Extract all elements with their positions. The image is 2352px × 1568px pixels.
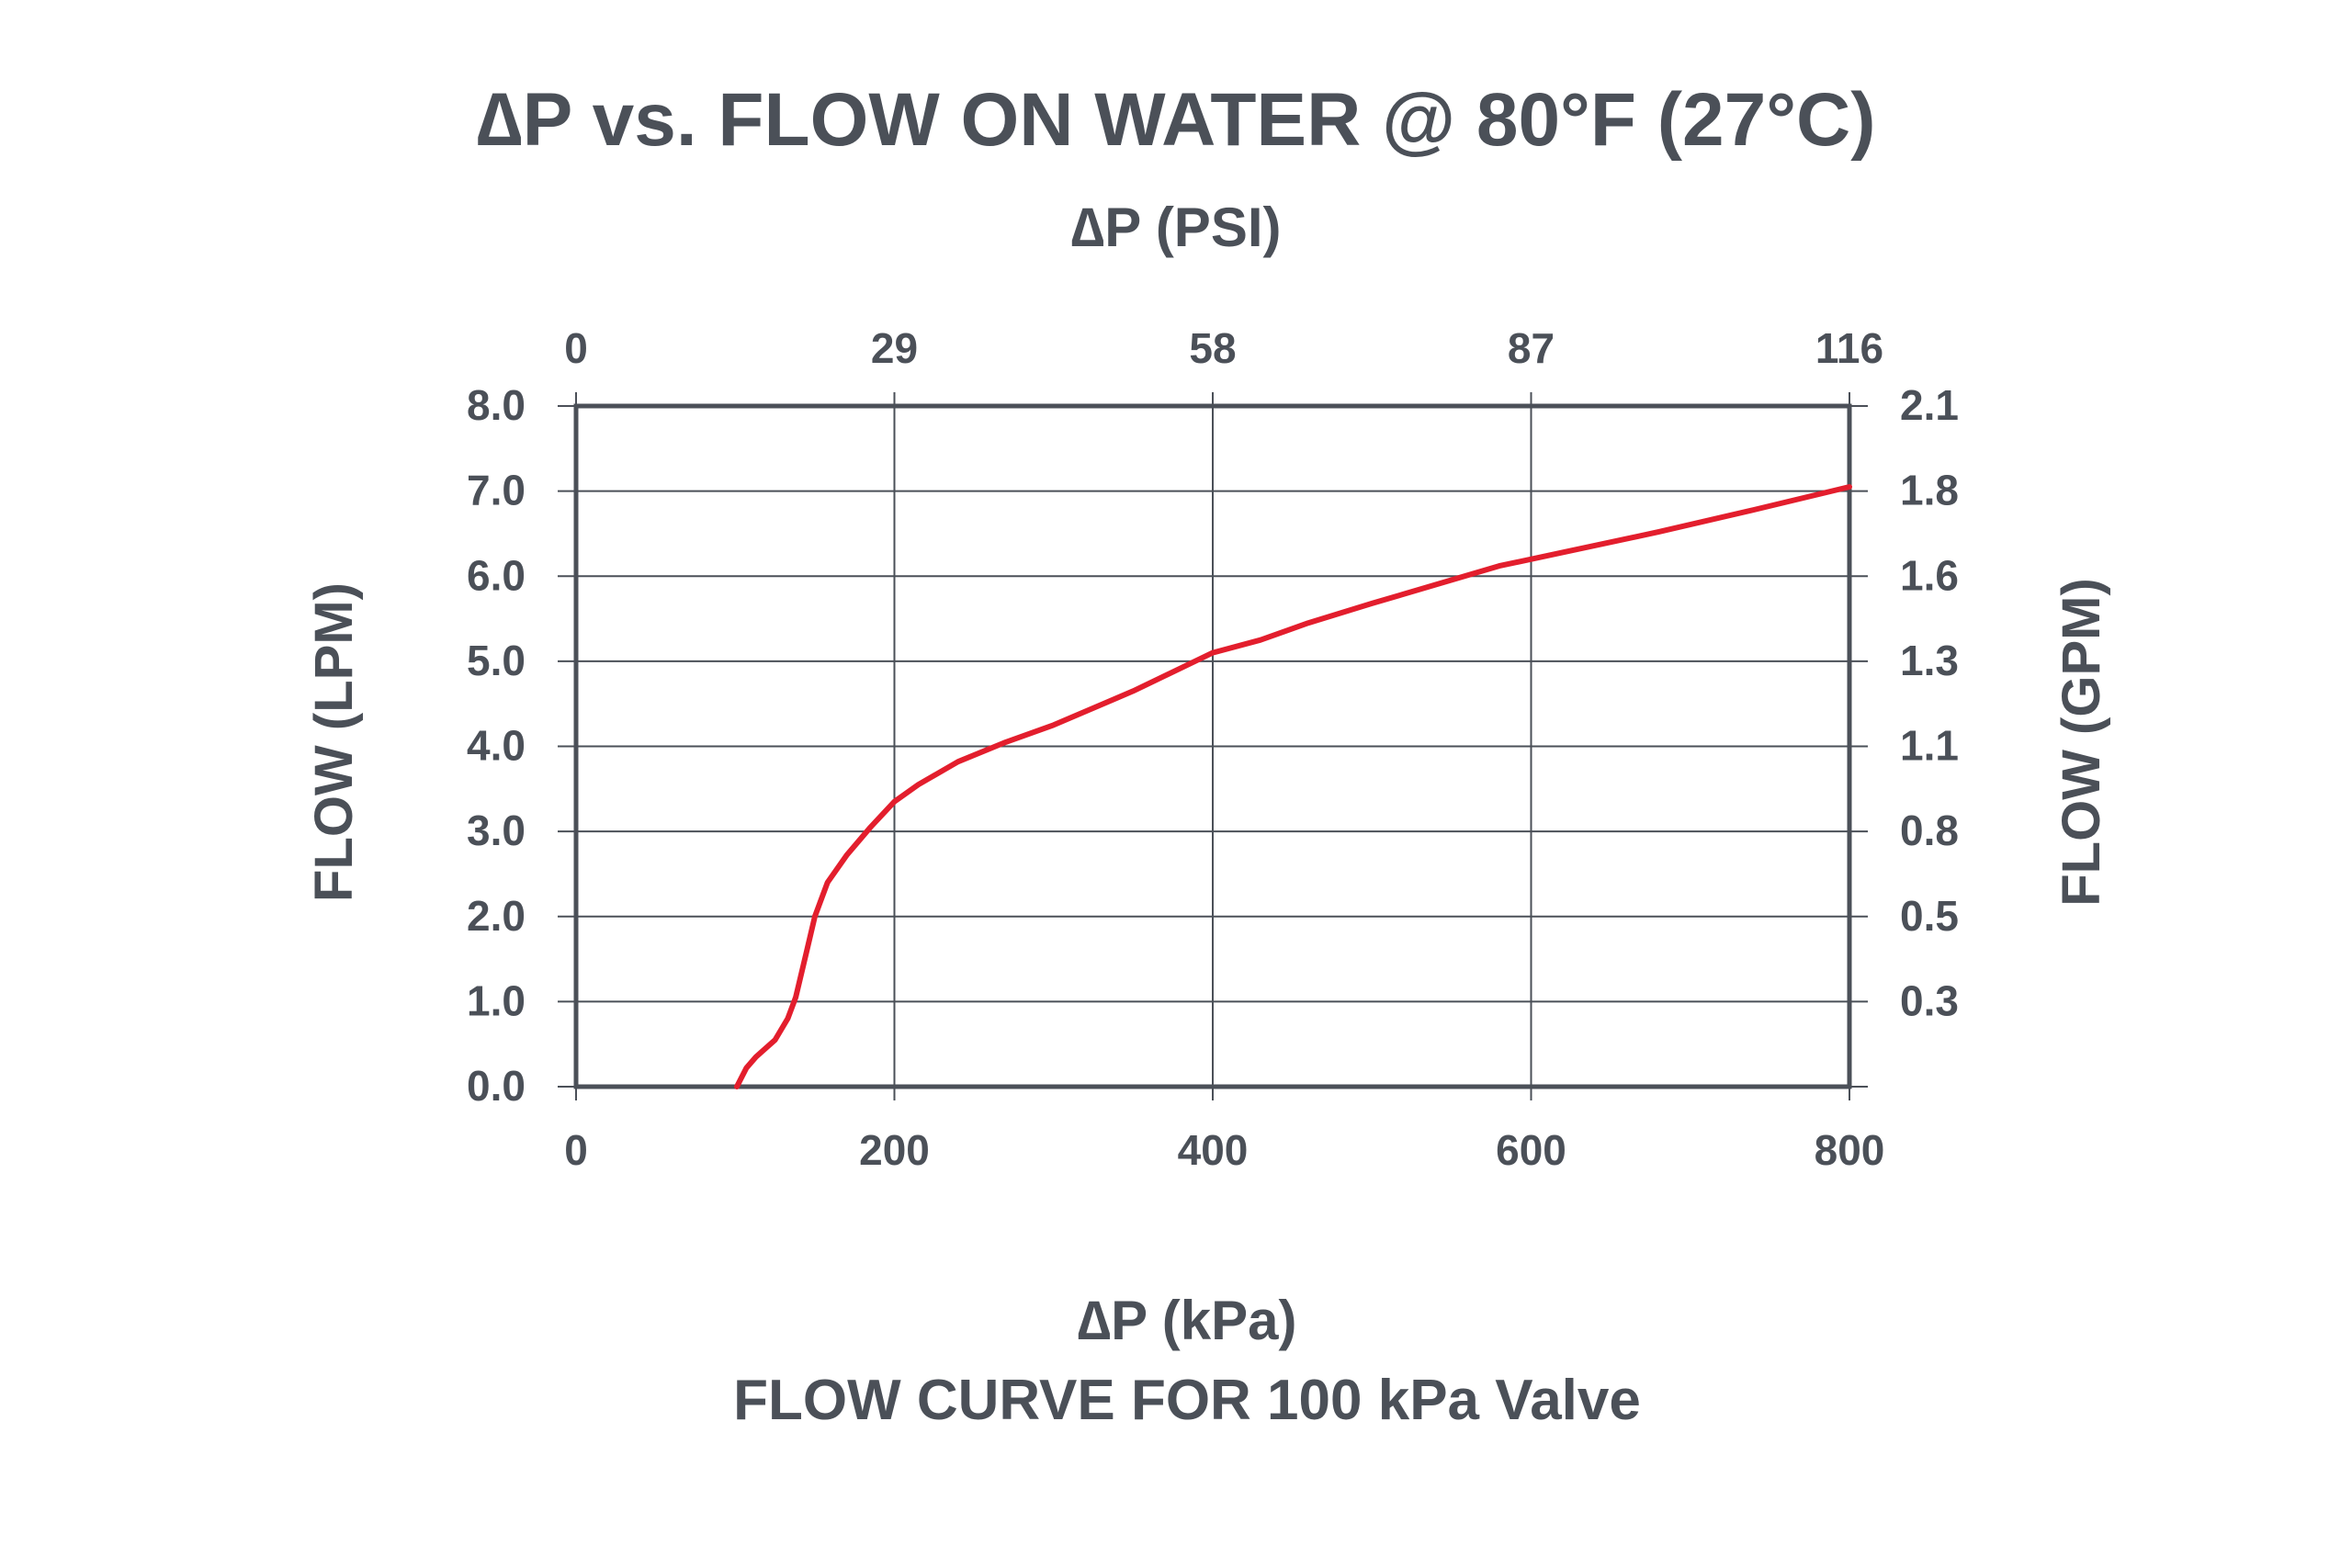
y2-tick-label: 0.8	[1900, 807, 1959, 854]
y2-tick-label: 1.6	[1900, 551, 1959, 599]
flow-curve-line	[734, 484, 1852, 1089]
y-tick-label: 4.0	[467, 722, 526, 770]
x2-tick-label: 87	[1508, 324, 1555, 372]
x2-tick-label: 116	[1815, 324, 1883, 372]
y2-tick-label: 2.1	[1900, 381, 1959, 429]
y-axis-label: FLOW (LPM)	[304, 582, 364, 902]
y-tick-label: 2.0	[467, 892, 526, 940]
x-tick-label: 0	[564, 1126, 588, 1174]
y-tick-label: 5.0	[467, 637, 526, 684]
y2-tick-label: 0.3	[1900, 976, 1959, 1024]
y-tick-label: 7.0	[467, 467, 526, 514]
y-tick-label: 1.0	[467, 976, 526, 1024]
y2-tick-label: 0.5	[1900, 892, 1959, 940]
x2-tick-label: 29	[871, 324, 918, 372]
y-tick-label: 3.0	[467, 807, 526, 854]
tick-labels: 0 0 200 29 400 58 600 87 800 116 0.0 1.0 0.3 2.0 0.5 3.…	[467, 324, 1959, 1174]
x2-axis-label: ∆P (PSI)	[1071, 197, 1282, 258]
x-tick-label: 800	[1815, 1126, 1885, 1174]
chart-title: ∆P vs. FLOW ON WATER @ 80°F (27°C)	[476, 78, 1875, 162]
x2-tick-label: 58	[1189, 324, 1236, 372]
x-axis-label: ∆P (kPa)	[1077, 1290, 1296, 1351]
x-tick-label: 600	[1496, 1126, 1566, 1174]
x-tick-label: 400	[1178, 1126, 1249, 1174]
y-tick-label: 6.0	[467, 551, 526, 599]
y2-tick-label: 1.8	[1900, 467, 1959, 514]
x-tick-label: 200	[859, 1126, 930, 1174]
y2-tick-label: 1.3	[1900, 637, 1959, 684]
y-tick-label: 8.0	[467, 381, 526, 429]
y2-axis-label: FLOW (GPM)	[2052, 578, 2111, 907]
y-tick-label: 0.0	[467, 1062, 526, 1110]
y2-tick-label: 1.1	[1900, 722, 1959, 770]
x2-tick-label: 0	[564, 324, 588, 372]
chart-subtitle: FLOW CURVE FOR 100 kPa Valve	[733, 1369, 1641, 1432]
grid	[558, 392, 1868, 1100]
plot-frame	[573, 403, 1852, 1089]
